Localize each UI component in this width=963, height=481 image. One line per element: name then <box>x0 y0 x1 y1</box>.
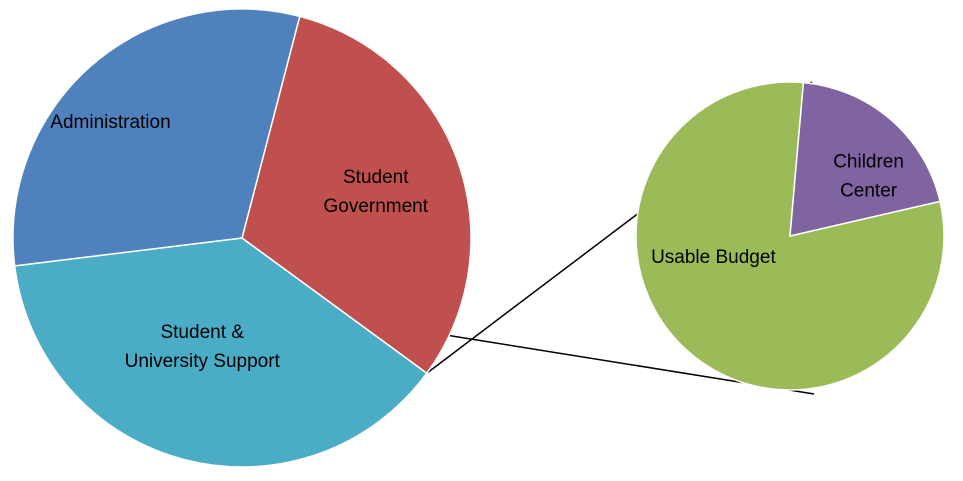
main-pie-slice-label-student-and-university-support-line-1: Student & <box>160 322 244 343</box>
slice-labels: Student Government Student & University Sup… <box>50 112 904 372</box>
main-pie-slice-student-government <box>241 15 472 375</box>
main-pie-slice-label-student-and-university-support-line-2: University Support <box>125 351 281 372</box>
breakdown-pie-slice-label-usable-budget-line-1: Usable Budget <box>651 247 776 268</box>
breakdown-pie-slice-label-children-center-line-2: Center <box>840 180 898 201</box>
main-pie-slice-label-student-government-line-1: Student <box>343 167 409 188</box>
main-pie <box>12 8 472 468</box>
main-pie-slice-label-administration-line-1: Administration <box>50 112 170 133</box>
main-pie-slice-student-and-university-support <box>13 237 428 468</box>
breakdown-pie <box>635 81 945 391</box>
main-pie-slice-administration <box>12 8 301 267</box>
main-pie-slice-label-student-government-line-2: Government <box>323 196 428 217</box>
breakdown-pie-slice-children-center <box>789 81 941 237</box>
breakdown-pie-slice-label-children-center-line-1: Children <box>833 151 904 172</box>
